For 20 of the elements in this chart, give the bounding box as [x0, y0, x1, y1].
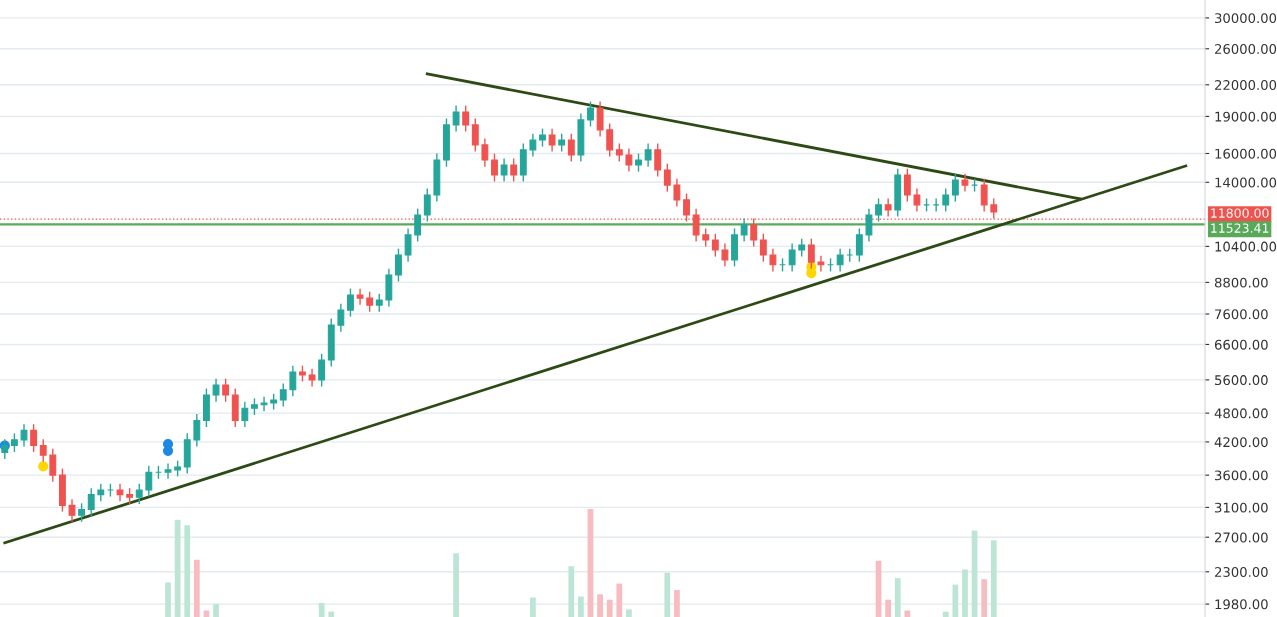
y-tick-label: 6600.00	[1214, 339, 1268, 350]
ref-line-label: 11523.41	[1211, 223, 1269, 233]
y-tick-label: 2300.00	[1214, 567, 1268, 577]
y-tick-label: 30000.00	[1215, 13, 1277, 24]
y-tick-label: 7600.00	[1215, 309, 1268, 320]
y-tick-label: 3600.00	[1215, 470, 1268, 481]
y-tick-label: 4200.00	[1214, 437, 1268, 448]
ref-line-label: 11800.00	[1211, 208, 1269, 218]
y-tick-label: 8800.00	[1214, 277, 1268, 288]
y-tick-label: 2700.00	[1214, 532, 1268, 543]
y-tick-label: 3100.00	[1215, 502, 1268, 513]
y-tick-label: 14000.00	[1215, 177, 1277, 188]
y-tick-label: 22000.00	[1214, 80, 1277, 91]
y-tick-label: 1980.00	[1215, 599, 1268, 610]
y-tick-label: 10400.00	[1215, 241, 1277, 252]
y-tick-label: 4800.00	[1214, 408, 1268, 419]
y-tick-label: 16000.00	[1215, 148, 1277, 159]
y-tick-label: 19000.00	[1215, 111, 1277, 122]
y-tick-label: 26000.00	[1214, 44, 1277, 54]
y-tick-label: 5600.00	[1215, 375, 1268, 386]
